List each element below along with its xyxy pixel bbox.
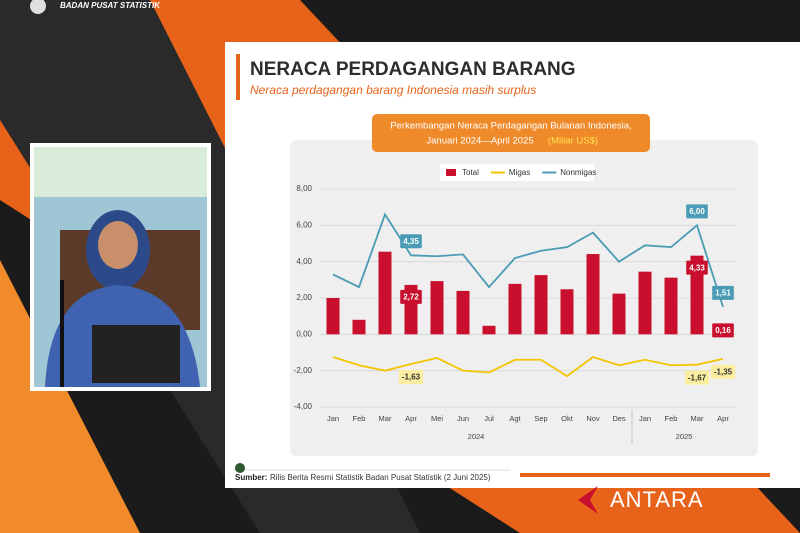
- x-tick-label: Jul: [484, 414, 494, 423]
- bar: [534, 275, 548, 335]
- inset-wall: [34, 147, 207, 197]
- value-label-box: [684, 370, 710, 385]
- legend-label: Total: [462, 168, 479, 177]
- watermark: ANTARA: [610, 487, 704, 512]
- value-label: -1,35: [714, 367, 733, 376]
- year-label: 2024: [468, 432, 485, 441]
- x-tick-label: Okt: [561, 414, 574, 423]
- value-label-box: [400, 234, 422, 249]
- inset-face: [98, 221, 138, 269]
- value-label-box: [712, 323, 734, 338]
- bar: [456, 290, 470, 335]
- x-tick-label: Nov: [586, 414, 600, 423]
- value-label-box: [686, 260, 708, 275]
- x-tick-label: Sep: [534, 414, 547, 423]
- slide-subtitle: Neraca perdagangan barang Indonesia masi…: [250, 83, 536, 97]
- y-tick-label: 4,00: [296, 257, 312, 266]
- value-label: 0,16: [715, 326, 731, 335]
- year-label: 2025: [676, 432, 693, 441]
- x-tick-label: Feb: [353, 414, 366, 423]
- agency-logo: [30, 0, 46, 14]
- line: [332, 212, 724, 308]
- x-tick-label: Jan: [327, 414, 339, 423]
- agency-name: BADAN PUSAT STATISTIK: [60, 1, 161, 10]
- legend-label: Nonmigas: [560, 168, 596, 177]
- chart-unit: (Miliar US$): [548, 136, 598, 147]
- value-label-box: [400, 289, 422, 304]
- x-tick-label: Apr: [717, 414, 729, 423]
- x-tick-label: Mar: [691, 414, 704, 423]
- source-icon: [235, 463, 245, 473]
- chart-subtitle: Januari 2024—April 2025: [426, 136, 533, 147]
- bar: [352, 319, 366, 335]
- legend-swatch: [446, 169, 456, 176]
- bar: [508, 283, 522, 335]
- x-tick-label: Mar: [379, 414, 392, 423]
- value-label: -1,63: [402, 373, 421, 382]
- video-inset: [30, 143, 211, 391]
- chart: -4,00 -2,00 0,00 2,00 4,00 6,00 8,00 Jan Feb Mar A…: [294, 168, 736, 444]
- bar: [378, 251, 392, 335]
- source-text: Rilis Berita Resmi Statistik Badan Pusat…: [270, 473, 491, 482]
- x-tick-label: Mei: [431, 414, 443, 423]
- line: [332, 356, 724, 378]
- bar: [430, 281, 444, 335]
- bar: [664, 277, 678, 335]
- bar: [690, 255, 704, 335]
- x-tick-label: Feb: [665, 414, 678, 423]
- inset-tablet: [92, 325, 180, 383]
- chart-title-box: [372, 114, 650, 152]
- x-tick-label: Jun: [457, 414, 469, 423]
- y-tick-label: -4,00: [294, 402, 313, 411]
- y-tick-label: 8,00: [296, 184, 312, 193]
- value-label-box: [686, 204, 708, 219]
- x-tick-label: Apr: [405, 414, 417, 423]
- slide-title: NERACA PERDAGANGAN BARANG: [250, 59, 575, 80]
- value-label: 4,33: [689, 263, 705, 272]
- value-label: 2,72: [403, 293, 419, 302]
- x-tick-label: Jan: [639, 414, 651, 423]
- legend-box: [440, 164, 594, 181]
- chart-title: Perkembangan Neraca Perdagangan Bulanan …: [390, 121, 631, 132]
- legend-label: Migas: [509, 168, 530, 177]
- value-label: -1,67: [688, 373, 707, 382]
- value-label-box: [398, 369, 424, 384]
- value-label: 4,35: [403, 237, 419, 246]
- y-tick-label: -2,00: [294, 366, 313, 375]
- y-tick-label: 6,00: [296, 220, 312, 229]
- value-label: 1,51: [715, 289, 731, 298]
- bar: [612, 293, 626, 335]
- value-label: 6,00: [689, 207, 705, 216]
- watermark-logo: [578, 486, 598, 514]
- bar: [326, 298, 340, 335]
- value-label-box: [712, 285, 734, 300]
- y-tick-label: 0,00: [296, 329, 312, 338]
- source-label: Sumber:: [235, 473, 267, 482]
- value-label-box: [710, 364, 736, 379]
- bar: [482, 325, 496, 335]
- bar: [638, 271, 652, 335]
- bar: [560, 289, 574, 335]
- x-tick-label: Des: [612, 414, 626, 423]
- title-accent: [236, 54, 240, 100]
- bar: [586, 254, 600, 335]
- footer-bar: [520, 473, 770, 477]
- y-tick-label: 2,00: [296, 293, 312, 302]
- x-tick-label: Agt: [509, 414, 521, 423]
